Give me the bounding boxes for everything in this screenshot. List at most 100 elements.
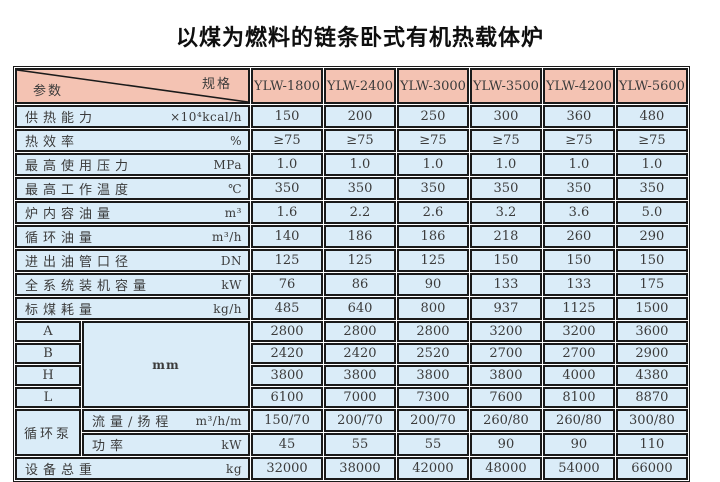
param-cell: 炉内容油量 m³: [15, 201, 250, 224]
value-cell: 54000: [542, 457, 615, 480]
value-cell: 66000: [615, 457, 688, 480]
value-cell: 1.0: [396, 153, 469, 176]
table-row: H 3800 3800 3800 3800 4000 4380: [15, 365, 688, 386]
diagonal-divider-line: [17, 70, 248, 102]
spec-table: 规格 参数 YLW-1800 YLW-2400 YLW-3000 YLW-3500 YL…: [13, 66, 690, 482]
param-unit: kW: [221, 277, 242, 292]
value-cell: 186: [396, 225, 469, 248]
value-cell: 55: [396, 433, 469, 456]
param-unit: ×10⁴kcal/h: [170, 109, 242, 124]
dim-letter-cell: A: [15, 321, 81, 342]
value-cell: 1.0: [251, 153, 323, 176]
value-cell: 350: [396, 177, 469, 200]
table-row: 全系统装机容量 kW 76 86 90 133 133 175: [15, 273, 688, 296]
value-cell: 1.6: [251, 201, 323, 224]
table-row: 热效率% ≥75 ≥75 ≥75 ≥75 ≥75 ≥75: [15, 129, 688, 152]
param-label: 设备总重: [25, 463, 98, 478]
value-cell: 3.6: [542, 201, 615, 224]
value-cell: 290: [615, 225, 688, 248]
param-unit: ℃: [228, 181, 242, 196]
value-cell: 937: [469, 297, 542, 320]
param-cell: 进出油管口径 DN: [15, 249, 250, 272]
value-cell: 90: [542, 433, 615, 456]
param-cell-content: 全系统装机容量 kW: [25, 275, 242, 295]
value-cell: 150: [542, 249, 615, 272]
table-row: B 2420 2420 2520 2700 2700 2900: [15, 343, 688, 364]
table-row: 进出油管口径 DN 125 125 125 150 150 150: [15, 249, 688, 272]
value-cell: 7600: [469, 387, 542, 408]
value-cell: 260: [542, 225, 615, 248]
value-cell: 7300: [396, 387, 469, 408]
value-cell: 125: [396, 249, 469, 272]
value-cell: 2700: [469, 343, 542, 364]
value-cell: 350: [542, 177, 615, 200]
param-cell-content: 最高工作温度 ℃: [25, 179, 242, 199]
param-label: 最高工作温度: [25, 183, 134, 198]
value-cell: 6100: [251, 387, 323, 408]
table-row: 标煤耗量 kg/h 485 640 800 937 1125 1500: [15, 297, 688, 320]
param-label: 循环油量: [25, 231, 98, 246]
param-cell: 供热能力 ×10⁴kcal/h: [15, 105, 250, 128]
value-cell: 90: [396, 273, 469, 296]
total-param-cell: 设备总重 kg: [15, 457, 250, 480]
pump-param-cell: 流量/扬程 m³/h/m: [82, 409, 250, 432]
value-cell: 150: [469, 249, 542, 272]
value-cell: 140: [251, 225, 323, 248]
value-cell: 8100: [542, 387, 615, 408]
value-cell: 3800: [323, 365, 396, 386]
model-header-cell: YLW-2400: [323, 68, 396, 104]
value-cell: 125: [323, 249, 396, 272]
value-cell: 360: [542, 105, 615, 128]
table-row: 最高使用压力 MPa 1.0 1.0 1.0 1.0 1.0 1.0: [15, 153, 688, 176]
value-cell: 480: [615, 105, 688, 128]
value-cell: 45: [251, 433, 323, 456]
param-unit: MPa: [213, 157, 242, 172]
value-cell: 38000: [323, 457, 396, 480]
value-cell: 3800: [396, 365, 469, 386]
param-label: 进出油管口径: [25, 255, 134, 270]
value-cell: 1500: [615, 297, 688, 320]
value-cell: 300: [469, 105, 542, 128]
pump-param-cell: 功率 kW: [82, 433, 250, 456]
value-cell: 2420: [323, 343, 396, 364]
value-cell: 3200: [542, 321, 615, 342]
param-cell-content: 标煤耗量 kg/h: [25, 299, 242, 319]
param-cell: 全系统装机容量 kW: [15, 273, 250, 296]
value-cell: 150/70: [251, 409, 323, 432]
param-cell: 循环油量 m³/h: [15, 225, 250, 248]
param-cell-content: 供热能力 ×10⁴kcal/h: [25, 107, 242, 127]
value-cell: 186: [323, 225, 396, 248]
table-body: 供热能力 ×10⁴kcal/h 150 200 250 300 360 480 热效率% ≥75 ≥…: [15, 105, 688, 480]
value-cell: 7000: [323, 387, 396, 408]
value-cell: 350: [469, 177, 542, 200]
value-cell: 1.0: [323, 153, 396, 176]
value-cell: 640: [323, 297, 396, 320]
table-row: 循环油量 m³/h 140 186 186 218 260 290: [15, 225, 688, 248]
value-cell: ≥75: [542, 129, 615, 152]
model-header-cell: YLW-3500: [469, 68, 542, 104]
value-cell: 2.2: [323, 201, 396, 224]
param-cell-content: 热效率%: [25, 131, 242, 151]
param-label: 流量/扬程: [92, 415, 174, 430]
value-cell: 4380: [615, 365, 688, 386]
spec-corner-label: 规格: [201, 77, 232, 92]
spec-table-container: 规格 参数 YLW-1800 YLW-2400 YLW-3000 YLW-3500 YL…: [13, 66, 690, 482]
value-cell: 2.6: [396, 201, 469, 224]
value-cell: 200/70: [323, 409, 396, 432]
value-cell: 42000: [396, 457, 469, 480]
param-unit: m³/h/m: [195, 413, 242, 428]
value-cell: 2900: [615, 343, 688, 364]
value-cell: 200: [323, 105, 396, 128]
table-row: 功率 kW 45 55 55 90 90 110: [15, 433, 688, 456]
value-cell: 3800: [251, 365, 323, 386]
value-cell: 1125: [542, 297, 615, 320]
param-label: 标煤耗量: [25, 303, 98, 318]
value-cell: 2800: [251, 321, 323, 342]
param-unit: m³: [224, 205, 242, 220]
value-cell: 48000: [469, 457, 542, 480]
pump-param-cell-content: 流量/扬程 m³/h/m: [92, 411, 242, 431]
value-cell: 350: [323, 177, 396, 200]
value-cell: 260/80: [469, 409, 542, 432]
param-label: 全系统装机容量: [25, 279, 152, 294]
value-cell: 800: [396, 297, 469, 320]
